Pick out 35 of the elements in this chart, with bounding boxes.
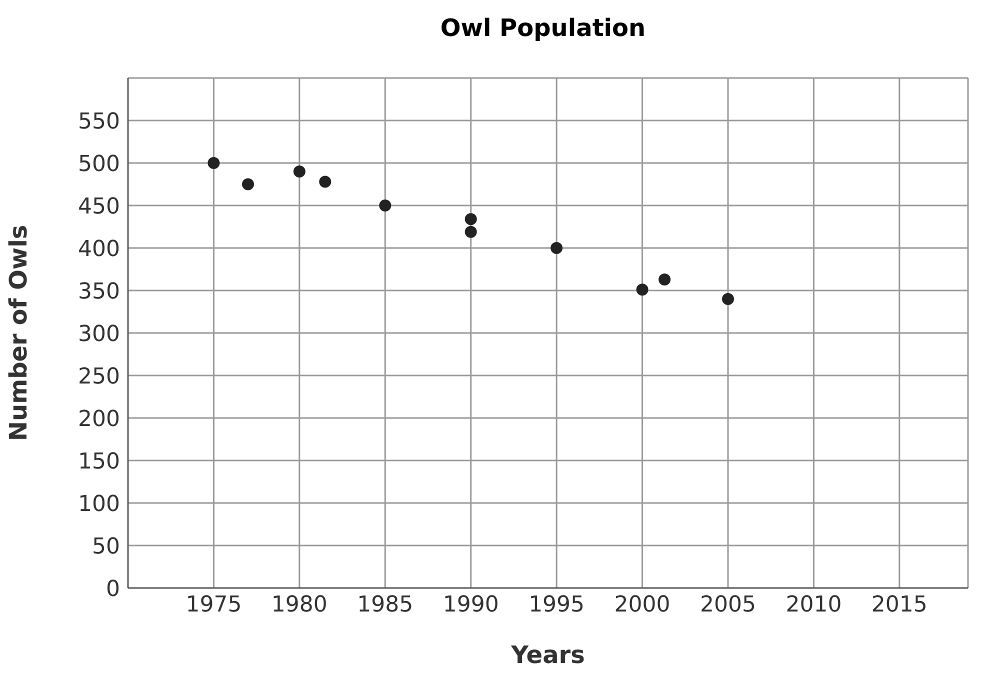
y-tick-label: 200	[78, 406, 120, 432]
y-tick-label: 250	[78, 364, 120, 390]
y-tick-label: 350	[78, 279, 120, 304]
point	[208, 157, 220, 169]
point	[319, 176, 332, 188]
point	[464, 226, 477, 238]
y-axis-title: Number of Owls	[4, 224, 33, 442]
x-tick-label: 2005	[700, 592, 756, 618]
x-tick-label: 1975	[186, 592, 242, 618]
y-tick-label: 300	[78, 322, 120, 347]
y-tick-label: 0	[106, 576, 120, 602]
x-tick-label: 2010	[786, 592, 842, 618]
x-tick-label: 2015	[871, 592, 928, 618]
point	[636, 284, 648, 296]
x-tick-label: 1995	[528, 592, 585, 618]
y-tick-label: 100	[78, 492, 120, 517]
point	[658, 273, 671, 286]
point	[464, 213, 477, 226]
point	[722, 293, 734, 305]
chart-title: Owl Population	[439, 13, 647, 44]
y-tick-label: 150	[78, 449, 120, 474]
x-axis-title: Years	[510, 641, 585, 669]
y-tick-label: 450	[78, 194, 120, 220]
y-tick-label: 400	[78, 236, 120, 262]
x-tick-label: 1990	[442, 592, 499, 618]
x-tick-label: 1980	[271, 592, 328, 618]
y-tick-label: 50	[92, 534, 120, 560]
point	[242, 178, 254, 190]
x-tick-label: 1985	[357, 592, 414, 618]
point	[379, 200, 392, 212]
y-tick-label: 550	[78, 109, 120, 134]
y-tick-label: 500	[78, 152, 120, 177]
point	[293, 166, 306, 178]
point	[550, 242, 563, 254]
x-tick-label: 2000	[614, 592, 670, 618]
